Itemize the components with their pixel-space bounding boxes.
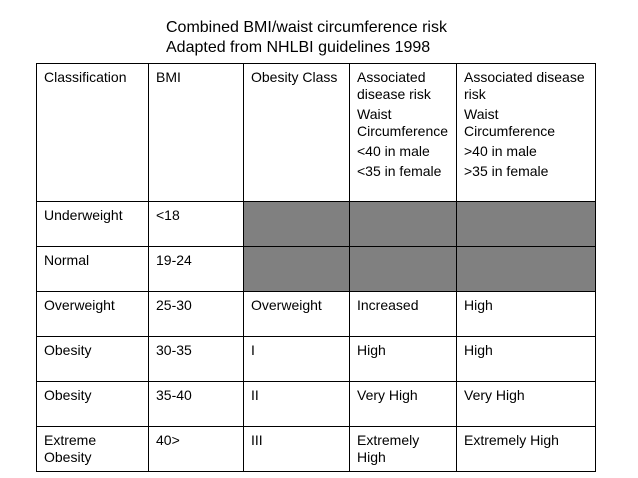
header-obesity-class: Obesity Class — [243, 63, 350, 202]
cell-risk-small-waist-shaded — [349, 201, 457, 247]
cell-risk-small-waist-line: High — [357, 449, 386, 465]
cell-bmi: 35-40 — [148, 381, 244, 427]
cell-risk-small-waist-line: Extremely — [357, 432, 420, 448]
table-title: Combined BMI/waist circumference risk Ad… — [166, 18, 447, 58]
cell-risk-large-waist-shaded — [456, 246, 596, 292]
header-risk-large-waist-line: Circumference — [464, 123, 556, 139]
cell-classification: Overweight — [36, 291, 149, 337]
cell-risk-small-waist-shaded — [349, 246, 457, 292]
table-row: Overweight 25-30 Overweight Increased Hi… — [36, 291, 596, 337]
cell-risk-large-waist: Extremely High — [456, 426, 596, 472]
header-risk-small-waist-line: <35 in female — [357, 163, 442, 179]
header-classification: Classification — [36, 63, 149, 202]
cell-risk-small-waist: Increased — [349, 291, 457, 337]
cell-risk-large-waist: Very High — [456, 381, 596, 427]
header-risk-large-waist-line: >35 in female — [464, 163, 549, 179]
title-line-1: Combined BMI/waist circumference risk — [166, 19, 447, 36]
header-bmi: BMI — [148, 63, 244, 202]
cell-risk-small-waist: Extremely High — [349, 426, 457, 472]
cell-classification: Extreme Obesity — [36, 426, 149, 472]
table-header-row: Classification BMI Obesity Class Associa… — [36, 63, 596, 202]
header-risk-small-waist-line: <40 in male — [357, 143, 430, 159]
cell-bmi: 30-35 — [148, 336, 244, 382]
cell-obesity-class: I — [243, 336, 350, 382]
header-risk-large-waist: Associated disease risk Waist Circumfere… — [456, 63, 596, 202]
cell-obesity-class-shaded — [243, 246, 350, 292]
cell-classification-line: Extreme — [44, 432, 97, 448]
cell-bmi: 19-24 — [148, 246, 244, 292]
cell-classification-line: Obesity — [44, 449, 92, 465]
header-risk-small-waist: Associated disease risk Waist Circumfere… — [349, 63, 457, 202]
cell-obesity-class: III — [243, 426, 350, 472]
cell-obesity-class: II — [243, 381, 350, 427]
header-risk-small-waist-line: Associated — [357, 69, 426, 85]
cell-classification: Underweight — [36, 201, 149, 247]
cell-risk-large-waist-shaded — [456, 201, 596, 247]
cell-classification: Normal — [36, 246, 149, 292]
bmi-waist-risk-table: Classification BMI Obesity Class Associa… — [36, 63, 596, 472]
title-line-2: Adapted from NHLBI guidelines 1998 — [166, 39, 431, 56]
cell-obesity-class: Overweight — [243, 291, 350, 337]
header-risk-large-waist-line: risk — [464, 86, 486, 102]
cell-risk-large-waist: High — [456, 291, 596, 337]
header-risk-small-waist-line: Waist — [357, 106, 392, 122]
table-row: Extreme Obesity 40> III Extremely High E… — [36, 426, 596, 472]
table-row: Normal 19-24 — [36, 246, 596, 292]
cell-risk-small-waist: High — [349, 336, 457, 382]
cell-risk-large-waist: High — [456, 336, 596, 382]
cell-bmi: 25-30 — [148, 291, 244, 337]
cell-obesity-class-shaded — [243, 201, 350, 247]
cell-risk-small-waist: Very High — [349, 381, 457, 427]
table-row: Underweight <18 — [36, 201, 596, 247]
header-risk-large-waist-line: >40 in male — [464, 143, 537, 159]
table-row: Obesity 35-40 II Very High Very High — [36, 381, 596, 427]
cell-bmi: <18 — [148, 201, 244, 247]
header-risk-large-waist-line: Associated disease — [464, 69, 585, 85]
header-risk-large-waist-line: Waist — [464, 106, 499, 122]
cell-classification: Obesity — [36, 381, 149, 427]
header-risk-small-waist-line: Circumference — [357, 123, 449, 139]
cell-classification: Obesity — [36, 336, 149, 382]
table-row: Obesity 30-35 I High High — [36, 336, 596, 382]
header-risk-small-waist-line: disease risk — [357, 86, 431, 102]
cell-bmi: 40> — [148, 426, 244, 472]
